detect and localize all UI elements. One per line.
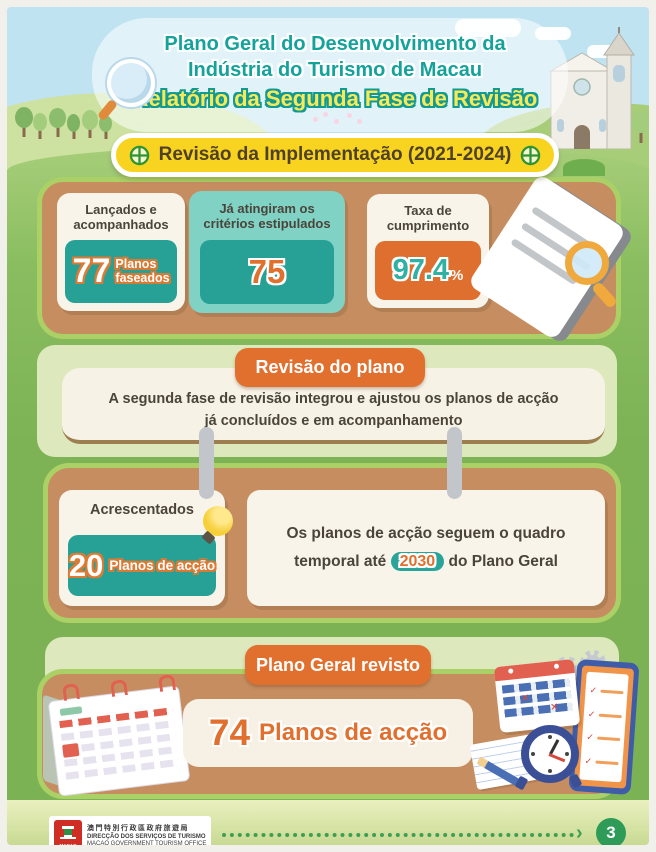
connector-pin-right [447,427,462,499]
stat-card-title: Lançados e acompanhados [73,202,169,233]
added-unit: Planos de acção [109,558,216,573]
revised-plan-title-pill: Plano Geral revisto [245,645,431,685]
added-plans-card: Acrescentados 20 Planos de acção [59,490,225,606]
wall-calendar-illustration: ✕ ✕ [493,658,581,734]
added-value: 20 [68,547,104,583]
clock-illustration [521,725,579,783]
magnifying-glass-icon [565,241,609,285]
revised-plan-unit: Planos de acção [259,719,448,746]
planning-illustration-cluster: ✓ ✓ ✓ ✓ ✕ ✕ [469,647,640,799]
org-name-pt: DIRECÇÃO DOS SERVIÇOS DE TURISMO [87,834,206,840]
section-title: Revisão do plano [255,357,405,377]
tree-icon [82,110,98,138]
org-name-en: MACAO GOVERNMENT TOURISM OFFICE [87,841,207,845]
stat-card-criteria: Já atingiram os critérios estipulados 75 [189,191,345,313]
tree-icon [33,113,47,139]
bush [563,159,605,176]
magnifying-glass-handle [591,280,618,310]
stat-value: 97.4 [392,254,450,286]
page-number-badge: 3 [596,818,626,845]
revised-plan-value-box: 74 Planos de acção [183,699,473,767]
description-text: A segunda fase de revisão integrou e aju… [108,391,559,429]
section-title: Plano Geral revisto [255,654,421,675]
page-number: 3 [606,823,616,842]
timeline-text-after: do Plano Geral [448,552,558,570]
logo-text: MACAO [54,843,82,845]
church-illustration [549,27,635,149]
stat-unit: Planos faseados [115,257,170,285]
magnifier-icon [107,59,155,107]
title-line1: Plano Geral do Desenvolvimento da [164,33,506,55]
tree-icon [631,111,649,143]
title-cloud [99,25,561,125]
added-title: Acrescentados [90,502,194,518]
stat-card-value-box: 77 Planos faseados [65,240,177,303]
plus-circle-icon [521,145,541,165]
tree-icon [49,108,66,137]
stat-card-title: Taxa de cumprimento [386,203,470,234]
stat-card-value-box: 75 [200,240,334,304]
implementation-banner: Revisão da Implementação (2021-2024) [111,133,559,177]
revised-plan-value: 74 [208,712,251,753]
org-name-lines: 澳門特別行政區政府旅遊局 DIRECÇÃO DOS SERVIÇOS DE TU… [87,823,206,845]
dotted-leader [222,833,574,837]
connector-pin-left [199,427,214,499]
timeline-year-pill: 2030 [390,551,445,571]
dst-logo-block: MACAO 澳門特別行政區政府旅遊局 DIRECÇÃO DOS SERVIÇOS… [49,816,211,845]
stat-card-launched: Lançados e acompanhados 77 Planos fasead… [57,193,185,311]
banner-label: Revisão da Implementação (2021-2024) [158,144,512,165]
title-subtitle: Relatório da Segunda Fase de Revisão [132,85,538,111]
stat-value: 77 [72,252,111,290]
poster: Plano Geral do Desenvolvimento da Indúst… [7,7,649,845]
tree-icon [15,107,33,137]
dst-logo: MACAO [54,820,82,845]
tree-icon [67,114,80,139]
stat-card-rate: Taxa de cumprimento 97.4 % [367,194,489,308]
stat-value: 75 [248,253,286,290]
org-name-zh: 澳門特別行政區政府旅遊局 [87,825,189,832]
plan-revision-title-pill: Revisão do plano [235,348,425,387]
timeline-text-before: Os planos de acção seguem o quadro tempo… [286,525,566,570]
document-illustration [467,173,635,345]
title-line2: Indústria do Turismo de Macau [187,59,483,82]
plus-circle-icon [129,145,149,165]
desk-calendar-illustration [43,673,197,797]
stat-unit: % [450,266,464,284]
stat-card-title: Já atingiram os critérios estipulados [203,201,331,232]
header-title: Plano Geral do Desenvolvimento da Indúst… [85,31,585,113]
chevron-right-icon: › [576,822,583,844]
added-value-box: 20 Planos de acção [68,535,216,596]
stat-card-value-box: 97.4 % [375,241,481,300]
tablet-illustration: ✓ ✓ ✓ ✓ [568,658,640,796]
timeline-card: Os planos de acção seguem o quadro tempo… [247,490,605,606]
